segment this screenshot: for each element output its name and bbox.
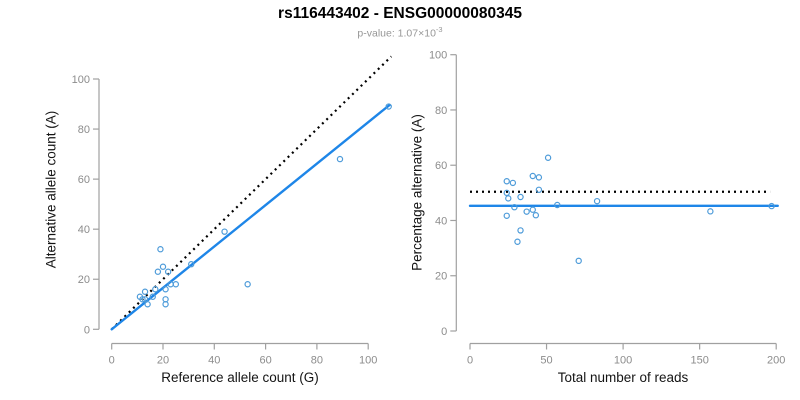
right-x-tick-label: 0: [467, 355, 473, 367]
left-data-point: [157, 246, 164, 253]
left-data-point: [385, 103, 392, 110]
left-data-point: [172, 281, 180, 288]
left-data-point: [336, 155, 344, 163]
left-data-point: [141, 288, 149, 295]
right-y-tick-label: 0: [441, 326, 447, 338]
right-data-point: [529, 172, 536, 180]
left-data-point: [159, 263, 167, 270]
right-data-point: [535, 186, 543, 194]
right-data-point: [554, 201, 561, 209]
right-data-point: [505, 195, 512, 202]
left-data-point: [149, 293, 156, 300]
right-y-tick-label: 60: [435, 160, 447, 172]
left-data-point: [167, 281, 174, 288]
plot-subtitle: p-value: 1.07×10-3: [0, 25, 800, 40]
right-data-point: [529, 206, 536, 213]
right-data-point: [517, 227, 524, 234]
right-data-point: [503, 178, 510, 185]
right-data-point: [514, 238, 521, 245]
left-x-tick-label: 20: [157, 355, 169, 367]
left-x-tick-label: 100: [359, 355, 377, 367]
fit-line: [110, 103, 391, 331]
right-data-point: [575, 257, 582, 265]
right-data-point: [509, 179, 517, 187]
right-data-point: [503, 189, 510, 197]
left-x-tick-label: 80: [311, 355, 323, 367]
right-y-tick-label: 80: [435, 105, 447, 117]
left-y-tick-label: 100: [72, 74, 90, 86]
right-data-point: [535, 174, 543, 181]
left-y-tick-label: 0: [84, 324, 90, 336]
pvalue-text: p-value: 1.07×10: [357, 27, 436, 40]
right-x-tick-label: 150: [690, 355, 708, 367]
left-data-point: [188, 261, 195, 268]
left-x-tick-label: 0: [109, 355, 115, 367]
right-x-tick-label: 50: [540, 355, 552, 367]
left-data-point: [141, 296, 149, 303]
left-data-point: [221, 228, 228, 235]
left-y-tick-label: 60: [78, 174, 90, 186]
left-data-point: [162, 301, 169, 308]
right-plot-xaxis-title: Total number of reads: [557, 370, 689, 385]
right-x-tick-label: 200: [767, 355, 785, 367]
right-y-tick-label: 100: [429, 50, 447, 62]
left-data-point: [154, 268, 162, 275]
right-data-point: [511, 204, 518, 211]
identity-line: [110, 55, 393, 331]
right-y-tick-label: 40: [435, 215, 447, 227]
right-data-point: [532, 212, 540, 219]
left-x-tick-label: 60: [259, 355, 271, 367]
left-data-point: [162, 286, 169, 293]
left-data-point: [139, 296, 146, 303]
right-data-point: [707, 208, 714, 215]
left-plot-yaxis-title: Alternative allele count (A): [43, 110, 59, 269]
right-data-point: [768, 202, 775, 210]
right-data-point: [523, 208, 530, 215]
right-data-point: [544, 154, 552, 161]
pvalue-exponent: -3: [435, 25, 443, 34]
right-data-point: [517, 193, 524, 201]
left-data-point: [152, 286, 159, 293]
right-data-point: [503, 212, 510, 219]
left-data-point: [144, 301, 151, 308]
left-y-tick-label: 40: [78, 224, 90, 236]
right-x-tick-label: 100: [614, 355, 632, 367]
left-x-tick-label: 40: [208, 355, 220, 367]
right-data-point: [593, 197, 601, 205]
right-plot-yaxis-title: Percentage alternative (A): [409, 114, 425, 271]
plot-title: rs116443402 - ENSG00000080345: [278, 5, 522, 22]
left-data-point: [244, 281, 251, 288]
left-y-tick-label: 80: [78, 124, 90, 136]
left-data-point: [164, 268, 172, 275]
left-plot-xaxis-title: Reference allele count (G): [161, 370, 319, 385]
right-y-tick-label: 20: [435, 271, 447, 283]
left-y-tick-label: 20: [78, 274, 90, 286]
